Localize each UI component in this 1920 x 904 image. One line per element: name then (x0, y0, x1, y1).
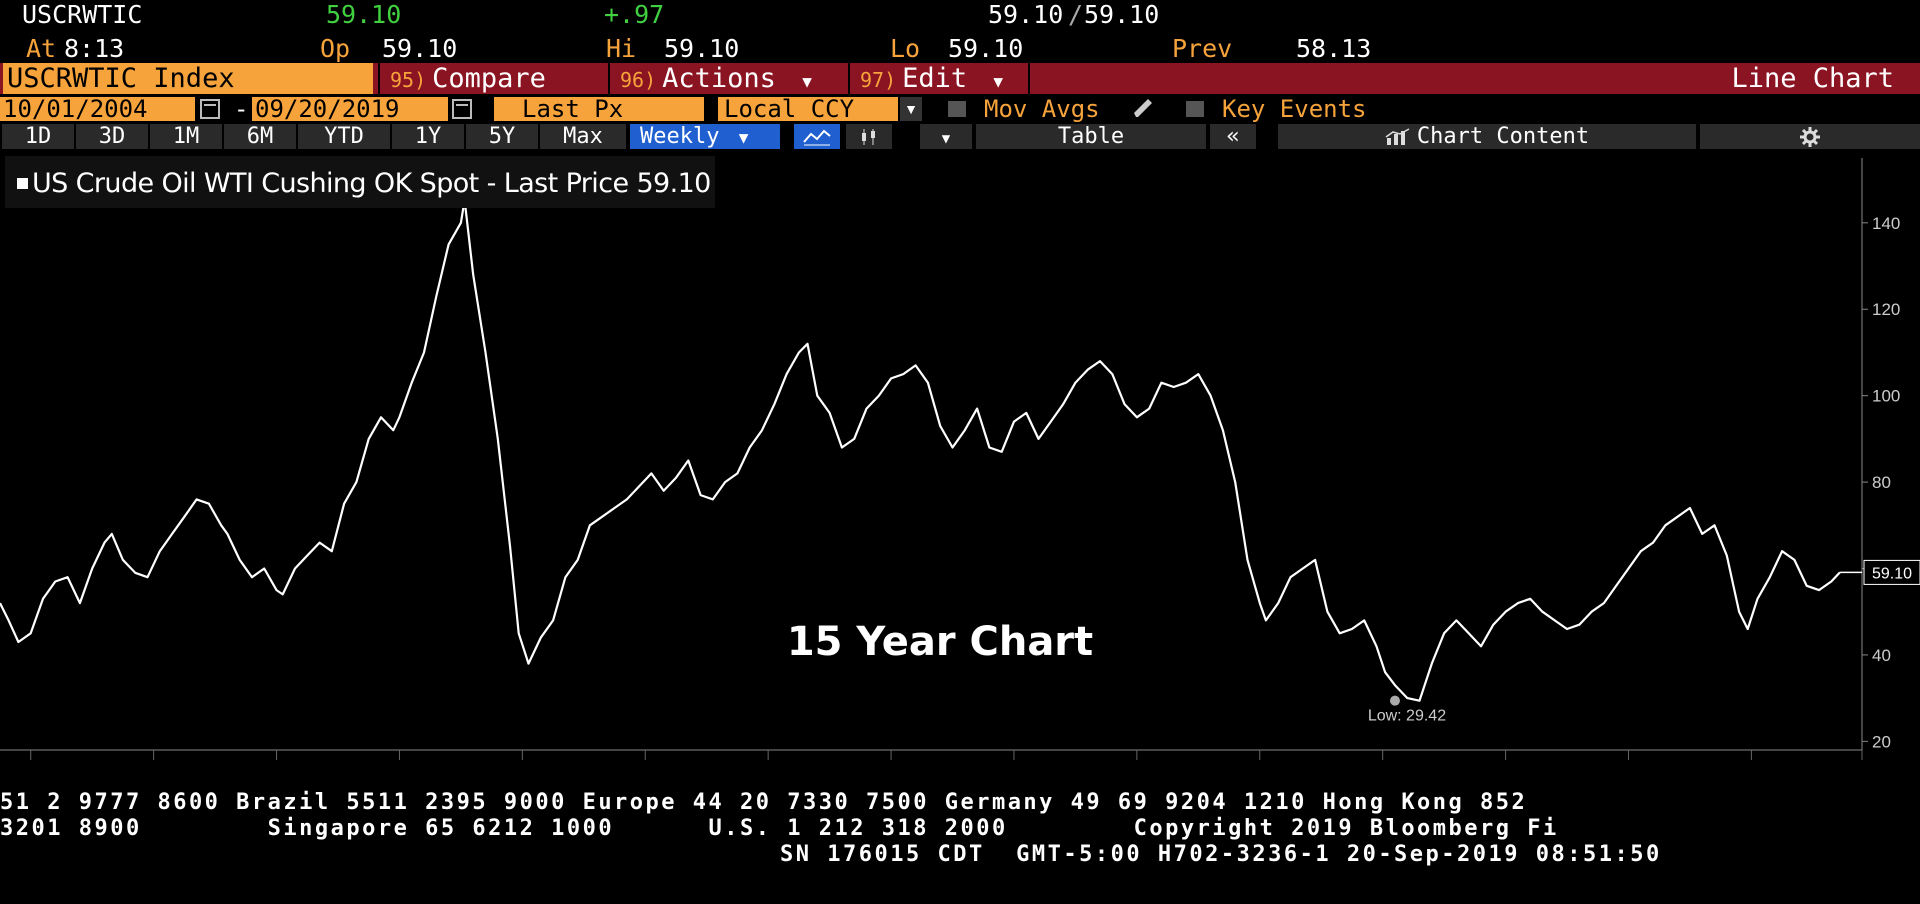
edit-label: Edit (902, 63, 968, 94)
period-max[interactable]: Max (540, 124, 626, 149)
at-time: 8:13 (64, 34, 125, 63)
compare-number: 95) (390, 68, 427, 92)
y-tick-label: 120 (1872, 300, 1900, 319)
start-date-field[interactable]: 10/01/2004 (0, 97, 195, 121)
key-events-label[interactable]: Key Events (1222, 95, 1367, 123)
period-ytd[interactable]: YTD (298, 124, 390, 149)
actions-button[interactable]: 96) Actions ▼ (608, 63, 848, 94)
low-label: Lo (890, 34, 921, 63)
date-range-separator: - (234, 95, 249, 123)
menu-divider (1028, 63, 1030, 94)
bid-ask-separator: / (1068, 0, 1084, 29)
series-line (0, 198, 1841, 702)
chart-content-icon (1385, 128, 1410, 145)
ticker-symbol: USCRWTIC (22, 0, 143, 29)
collapse-button[interactable]: « (1210, 124, 1256, 149)
y-tick-label: 100 (1872, 387, 1900, 406)
dropdown-icon: ▼ (738, 128, 749, 147)
prev-label: Prev (1172, 34, 1233, 63)
high-value: 59.10 (664, 34, 740, 63)
prev-value: 58.13 (1296, 34, 1372, 63)
chart-content-label: Chart Content (1416, 124, 1590, 149)
mov-avgs-checkbox[interactable] (948, 101, 966, 117)
y-tick-label: 20 (1872, 732, 1891, 751)
low-value: 59.10 (948, 34, 1024, 63)
calendar-icon[interactable] (200, 99, 220, 119)
legend-swatch (17, 178, 28, 189)
frequency-selector[interactable]: Weekly ▼ (630, 124, 780, 149)
actions-label: Actions (662, 63, 776, 94)
footer-session-line: SN 176015 CDT GMT-5:00 H702-3236-1 20-Se… (780, 842, 1662, 867)
end-date-field[interactable]: 09/20/2019 (252, 97, 448, 121)
chart-title: 15 Year Chart (787, 619, 1093, 665)
low-label: Low: 29.42 (1368, 708, 1446, 725)
compare-label: Compare (432, 63, 546, 94)
y-tick-label: 140 (1872, 214, 1900, 233)
last-value-label: 59.10 (1872, 565, 1912, 582)
mov-avgs-label[interactable]: Mov Avgs (984, 95, 1100, 123)
edit-number: 97) (860, 68, 897, 92)
period-3d[interactable]: 3D (76, 124, 148, 149)
low-marker (1389, 695, 1400, 706)
y-tick-label: 40 (1872, 646, 1891, 665)
dropdown-icon[interactable]: ▼ (900, 97, 922, 121)
dropdown-icon[interactable]: ▼ (920, 124, 972, 149)
actions-number: 96) (620, 68, 657, 92)
period-1m[interactable]: 1M (150, 124, 222, 149)
gear-icon[interactable] (1700, 124, 1920, 149)
chart-content-button[interactable]: Chart Content (1278, 124, 1696, 149)
legend-value: 59.10 (636, 168, 711, 199)
pencil-icon[interactable] (1132, 97, 1158, 119)
price-chart: 20406080100120140 2005200620072008200920… (0, 158, 1920, 760)
calendar-icon[interactable] (452, 99, 472, 119)
at-label: At (26, 34, 57, 63)
y-tick-label: 80 (1872, 473, 1891, 492)
high-label: Hi (606, 34, 637, 63)
currency-selector[interactable]: Local CCY (718, 97, 898, 121)
last-price: 59.10 (326, 0, 402, 29)
field-selector[interactable]: Last Px (494, 97, 704, 121)
footer-phone-line-1: 51 2 9777 8600 Brazil 5511 2395 9000 Eur… (0, 790, 1528, 815)
candlestick-icon[interactable] (846, 124, 892, 149)
period-6m[interactable]: 6M (224, 124, 296, 149)
line-style-icon[interactable] (794, 124, 840, 149)
footer-phone-line-2: 3201 8900 Singapore 65 6212 1000 U.S. 1 … (0, 816, 1559, 841)
chart-type-label[interactable]: Line Chart (1731, 63, 1894, 94)
chart-legend[interactable]: US Crude Oil WTI Cushing OK Spot - Last … (5, 156, 715, 208)
frequency-label: Weekly (640, 124, 720, 149)
dropdown-icon: ▼ (802, 72, 812, 91)
compare-button[interactable]: 95) Compare (378, 63, 608, 94)
ask-price: 59.10 (1084, 0, 1160, 29)
period-1d[interactable]: 1D (2, 124, 74, 149)
bid-price: 59.10 (988, 0, 1064, 29)
edit-button[interactable]: 97) Edit ▼ (848, 63, 1028, 94)
open-label: Op (320, 34, 351, 63)
last-value-tag (1863, 559, 1920, 585)
open-value: 59.10 (382, 34, 458, 63)
security-field[interactable]: USCRWTIC Index (3, 63, 373, 94)
key-events-checkbox[interactable] (1186, 101, 1204, 117)
net-change: +.97 (604, 0, 665, 29)
period-5y[interactable]: 5Y (466, 124, 538, 149)
table-button[interactable]: Table (976, 124, 1206, 149)
legend-label: US Crude Oil WTI Cushing OK Spot - Last … (32, 168, 629, 199)
dropdown-icon: ▼ (993, 72, 1004, 91)
period-1y[interactable]: 1Y (392, 124, 464, 149)
